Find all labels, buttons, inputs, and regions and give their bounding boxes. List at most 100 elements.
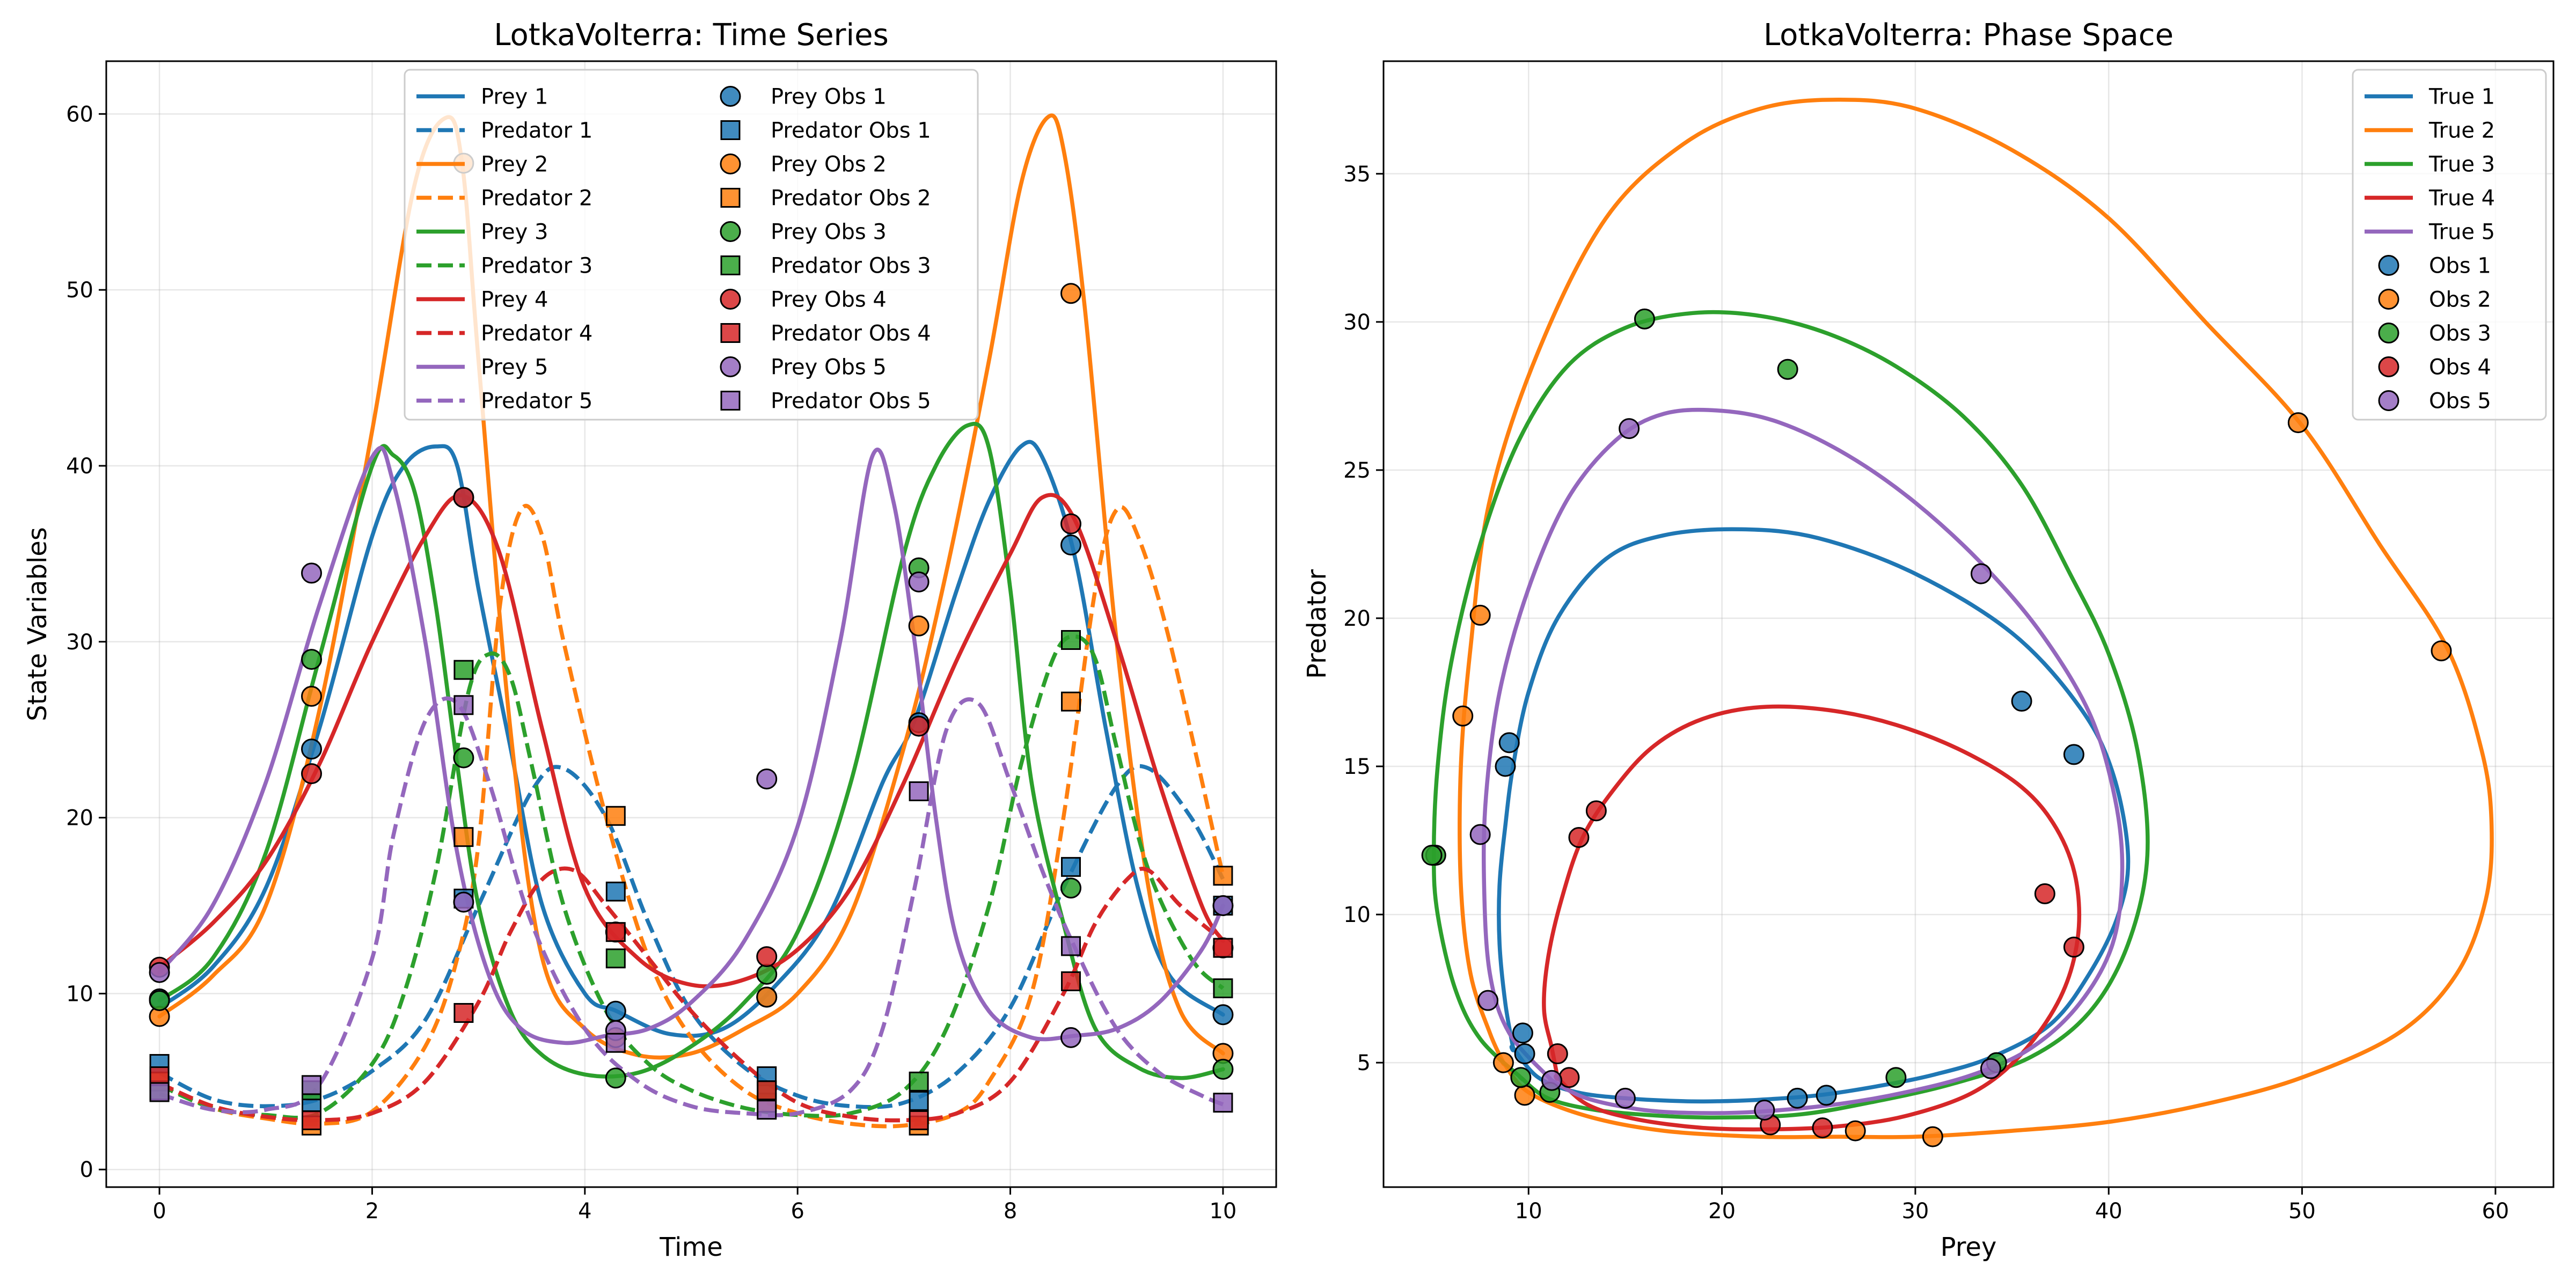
time-series-marker-prey-obs-1 (605, 1000, 626, 1022)
phase-space-marker-obs-2 (2431, 640, 2452, 662)
time-series-x-tick-label: 0 (152, 1199, 166, 1224)
time-series-x-tick-label: 10 (1209, 1199, 1236, 1224)
time-series-marker-predator-obs-4 (453, 1002, 474, 1023)
time-series-marker-prey-obs-1 (1212, 1004, 1234, 1026)
time-series-marker-predator-obs-5 (605, 1033, 626, 1053)
phase-space-marker-obs-2 (2287, 412, 2309, 434)
phase-space-series-true-1 (1497, 527, 2131, 1104)
time-series-legend-predator-obs-2-swatch (720, 188, 741, 208)
time-series-marker-prey-obs-5 (149, 962, 170, 983)
time-series-y-axis-label: State Variables (23, 527, 53, 721)
time-series-marker-predator-obs-2 (1061, 691, 1081, 712)
time-series-marker-prey-obs-5 (908, 571, 930, 592)
phase-space-x-tick-label: 10 (1515, 1199, 1542, 1224)
time-series-marker-predator-obs-2 (1213, 866, 1233, 886)
phase-space-panel: 10 20 30 40 50 60 5 10 15 20 25 30 35 LotkaVolterra:… (1302, 18, 2555, 1262)
phase-space-marker-obs-3 (1510, 1067, 1532, 1088)
time-series-legend-prey-2-label: Prey 2 (481, 152, 548, 177)
phase-space-marker-obs-5 (1619, 418, 1640, 440)
phase-space-marker-obs-4 (1568, 827, 1590, 848)
time-series-marker-prey-obs-4 (453, 487, 474, 508)
time-series-x-tick-label: 6 (791, 1199, 804, 1224)
phase-space-y-tick-label: 20 (1343, 606, 1371, 631)
phase-space-ticks: 10 20 30 40 50 60 5 10 15 20 25 30 35 (1343, 162, 2509, 1224)
phase-space-x-tick-label: 40 (2095, 1199, 2123, 1224)
time-series-marker-prey-obs-4 (301, 763, 322, 785)
phase-space-legend-true-4-label: True 4 (2428, 186, 2495, 211)
time-series-marker-prey-obs-3 (301, 649, 322, 670)
time-series-legend-prey-obs-3-label: Prey Obs 3 (771, 220, 887, 245)
time-series-legend-prey-4-label: Prey 4 (481, 288, 548, 312)
time-series-legend-prey-obs-2-label: Prey Obs 2 (771, 152, 887, 177)
time-series-legend-prey-obs-1-label: Prey Obs 1 (771, 85, 887, 109)
phase-space-legend-obs-5-swatch (2378, 390, 2399, 411)
phase-space-grid (1384, 61, 2553, 1187)
time-series-marker-predator-obs-3 (453, 660, 474, 680)
time-series-legend-predator-3-label: Predator 3 (481, 254, 592, 279)
phase-space-x-tick-label: 60 (2482, 1199, 2509, 1224)
phase-space-marker-obs-1 (2011, 691, 2032, 712)
time-series-x-axis-label: Time (659, 1232, 722, 1262)
time-series-marker-prey-obs-3 (149, 990, 170, 1012)
phase-space-legend-true-3-label: True 3 (2428, 152, 2495, 177)
phase-space-title: LotkaVolterra: Phase Space (1763, 18, 2174, 53)
phase-space-marker-obs-3 (1421, 845, 1443, 866)
phase-space-axes-frame (1382, 60, 2555, 1188)
phase-space-marker-obs-1 (1816, 1085, 1837, 1106)
phase-space-legend-obs-4-label: Obs 4 (2429, 355, 2491, 380)
time-series-marker-predator-obs-5 (1213, 1093, 1233, 1113)
phase-space-lines (1431, 98, 2494, 1139)
phase-space-marker-obs-1 (1787, 1087, 1808, 1109)
time-series-legend-predator-5-label: Predator 5 (481, 389, 592, 414)
phase-space-marker-obs-1 (1498, 732, 1520, 753)
time-series-series-prey-2 (157, 113, 1225, 1060)
time-series-marker-prey-obs-3 (453, 747, 474, 769)
time-series-marker-prey-obs-2 (756, 986, 778, 1008)
phase-space-x-axis-label: Prey (1941, 1232, 1997, 1262)
time-series-panel: 0 2 4 6 8 10 0 10 20 30 40 50 60 LotkaVolterra: Time… (23, 18, 1277, 1262)
phase-space-legend-obs-3-swatch (2378, 323, 2399, 343)
time-series-title: LotkaVolterra: Time Series (494, 18, 889, 53)
time-series-marker-prey-obs-5 (756, 768, 778, 789)
time-series-marker-predator-obs-4 (909, 1110, 929, 1130)
time-series-marker-predator-obs-1 (909, 1091, 929, 1111)
phase-space-marker-obs-5 (1469, 824, 1491, 845)
time-series-legend-predator-obs-1-label: Predator Obs 1 (771, 119, 931, 143)
time-series-marker-prey-obs-5 (301, 562, 322, 584)
phase-space-marker-obs-4 (1812, 1117, 1833, 1139)
time-series-legend-predator-4-label: Predator 4 (481, 321, 592, 346)
phase-space-legend-obs-3-label: Obs 3 (2429, 321, 2491, 346)
phase-space-marker-obs-4 (1585, 800, 1607, 822)
time-series-y-tick-label: 0 (80, 1158, 93, 1182)
phase-space-legend-obs-5-label: Obs 5 (2429, 389, 2491, 414)
time-series-axes-frame (105, 60, 1277, 1188)
time-series-marker-predator-obs-5 (757, 1100, 777, 1120)
time-series-legend-predator-obs-2-label: Predator Obs 2 (771, 186, 931, 211)
phase-space-marker-obs-3 (1634, 308, 1655, 330)
time-series-marker-prey-obs-4 (1060, 513, 1082, 535)
phase-space-marker-obs-5 (1614, 1087, 1636, 1109)
phase-space-marker-obs-3 (1777, 358, 1798, 380)
phase-space-legend-true-1-label: True 1 (2428, 85, 2495, 109)
time-series-series-predator-5 (159, 696, 1224, 1117)
time-series-marker-predator-obs-4 (301, 1110, 321, 1130)
time-series-legend-prey-obs-4-swatch (720, 289, 741, 310)
time-series-y-tick-label: 60 (66, 102, 93, 127)
time-series-marker-prey-obs-2 (301, 685, 322, 707)
phase-space-marker-obs-3 (1885, 1067, 1907, 1088)
time-series-marker-predator-obs-5 (909, 781, 929, 801)
time-series-marker-predator-obs-5 (453, 695, 474, 715)
time-series-marker-prey-obs-5 (1060, 1027, 1082, 1048)
time-series-legend-predator-obs-1-swatch (720, 120, 741, 140)
time-series-legend-predator-1-label: Predator 1 (481, 119, 592, 143)
time-series-marker-predator-obs-4 (757, 1080, 777, 1101)
time-series-markers (149, 152, 1234, 1136)
time-series-marker-prey-obs-3 (605, 1067, 626, 1089)
time-series-y-tick-label: 30 (66, 630, 93, 655)
phase-space-legend: True 1 True 2 True 3 True 4 True 5 Obs 1 Obs 2… (2352, 69, 2547, 421)
time-series-y-tick-label: 40 (66, 454, 93, 479)
time-series-x-tick-label: 2 (365, 1199, 379, 1224)
phase-space-legend-obs-1-swatch (2378, 255, 2399, 276)
phase-space-marker-obs-5 (1980, 1058, 2001, 1079)
